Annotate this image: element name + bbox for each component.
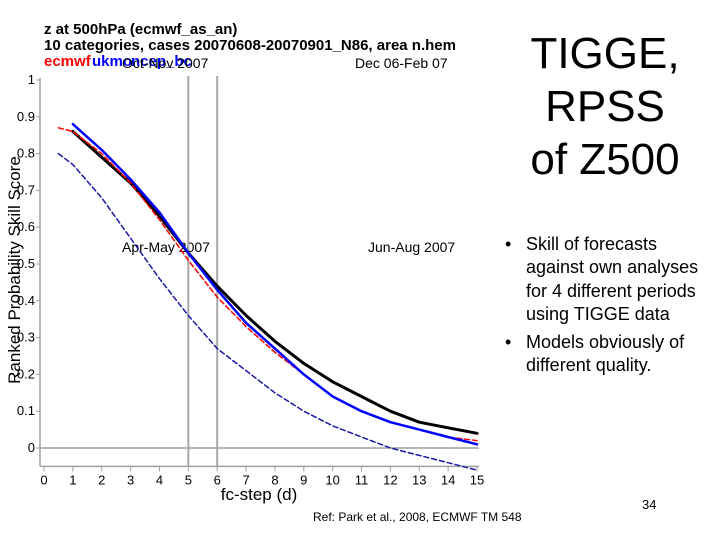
chart-title-line-2: 10 categories, cases 20070608-20070901_N… bbox=[44, 37, 456, 54]
slide-title-line-1: TIGGE, bbox=[530, 29, 680, 78]
y-tick-label: 0.8 bbox=[17, 146, 35, 161]
bullet-item: • Models obviously of different quality. bbox=[498, 331, 713, 378]
x-tick-label: 10 bbox=[325, 472, 339, 487]
series-line-ncep bbox=[57, 152, 478, 471]
x-tick-label: 8 bbox=[271, 472, 278, 487]
x-tick-label: 15 bbox=[470, 472, 484, 487]
y-tick-label: 0 bbox=[28, 440, 35, 455]
y-tick-label: 0.6 bbox=[17, 219, 35, 234]
y-tick-label: 0.3 bbox=[17, 330, 35, 345]
x-tick-label: 11 bbox=[355, 472, 369, 487]
period-label-oct-nov: Oct-Nov 2007 bbox=[122, 55, 209, 71]
period-label-jun-aug: Jun-Aug 2007 bbox=[368, 239, 455, 255]
slide-title: TIGGE, RPSS of Z500 bbox=[505, 28, 705, 186]
y-tick-label: 0.5 bbox=[17, 256, 35, 271]
x-tick-label: 6 bbox=[214, 472, 221, 487]
x-tick-label: 0 bbox=[40, 472, 47, 487]
legend-entry-ecmwf: ecmwf bbox=[44, 53, 92, 70]
y-axis-label: Ranked Probability Skill Score bbox=[5, 156, 24, 384]
x-tick-label: 14 bbox=[441, 472, 455, 487]
slide-title-line-2: RPSS bbox=[545, 81, 665, 131]
series-line-ncep-bc bbox=[71, 122, 479, 446]
x-tick-label: 1 bbox=[69, 472, 76, 487]
x-tick-label: 3 bbox=[127, 472, 134, 487]
y-tick-label: 1 bbox=[28, 72, 35, 87]
bullet-dot-icon: • bbox=[505, 331, 512, 352]
chart-title-line-1: z at 500hPa (ecmwf_as_an) bbox=[44, 21, 237, 38]
period-label-apr-may: Apr-May 2007 bbox=[122, 239, 210, 255]
x-axis-label: fc-step (d) bbox=[221, 485, 298, 504]
x-tick-label: 9 bbox=[300, 472, 307, 487]
y-tick-label: 0.9 bbox=[17, 109, 35, 124]
bullet-dot-icon: • bbox=[505, 234, 512, 254]
x-tick-label: 13 bbox=[412, 472, 426, 487]
x-tick-label: 12 bbox=[383, 472, 397, 487]
x-tick-label: 7 bbox=[242, 472, 249, 487]
bullet-text: Skill of forecasts against own analyses … bbox=[526, 234, 699, 325]
page-number: 34 bbox=[642, 497, 657, 512]
period-label-dec-feb: Dec 06-Feb 07 bbox=[355, 55, 448, 71]
bullet-list: • Skill of forecasts against own analyses… bbox=[498, 233, 713, 381]
reference-text: Ref: Park et al., 2008, ECMWF TM 548 bbox=[313, 510, 522, 524]
y-tick-label: 0.2 bbox=[17, 366, 35, 381]
bullet-item: • Skill of forecasts against own analyses… bbox=[498, 233, 713, 327]
y-tick-label: 0.4 bbox=[17, 293, 35, 308]
bullet-text: Models obviously of different quality. bbox=[526, 331, 685, 375]
x-tick-label: 4 bbox=[156, 472, 163, 487]
legend-entry-ncep-bc: ncep_bc bbox=[131, 53, 192, 70]
x-tick-label: 2 bbox=[98, 472, 105, 487]
y-tick-label: 0.7 bbox=[17, 182, 35, 197]
y-tick-label: 0.1 bbox=[17, 403, 35, 418]
series-line-ecmwf bbox=[71, 130, 479, 435]
legend-entry-ukmo: ukmo bbox=[92, 53, 132, 70]
x-tick-label: 5 bbox=[185, 472, 192, 487]
slide-title-line-3: of Z500 bbox=[530, 134, 680, 184]
